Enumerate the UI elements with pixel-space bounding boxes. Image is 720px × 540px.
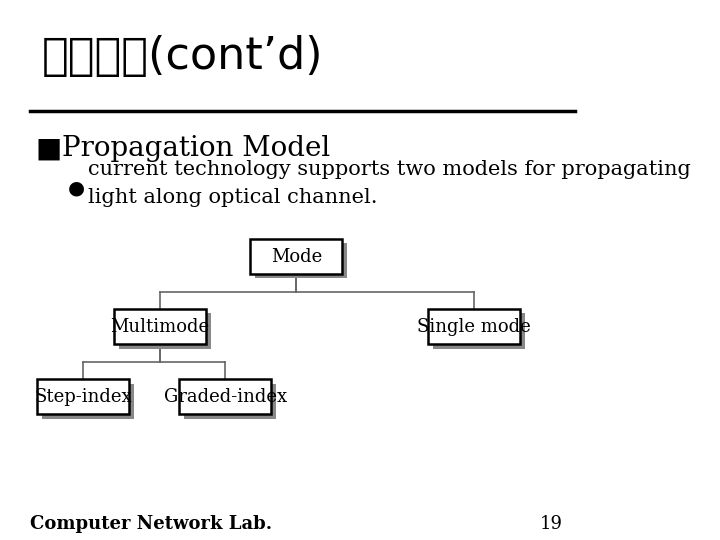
Text: Computer Network Lab.: Computer Network Lab. [30,515,271,533]
Text: 유도매체(cont’d): 유도매체(cont’d) [42,35,323,78]
FancyBboxPatch shape [184,383,276,419]
FancyBboxPatch shape [114,309,206,345]
FancyBboxPatch shape [179,379,271,415]
Text: Propagation Model: Propagation Model [62,135,330,162]
Text: ●: ● [68,178,85,198]
Text: 19: 19 [540,515,563,533]
Text: ■: ■ [35,134,62,163]
Text: Step-index: Step-index [34,388,132,406]
Text: Multimode: Multimode [110,318,210,336]
FancyBboxPatch shape [42,383,134,419]
Text: Mode: Mode [271,247,322,266]
FancyBboxPatch shape [255,243,347,279]
Text: Single mode: Single mode [418,318,531,336]
Text: Graded-index: Graded-index [163,388,287,406]
FancyBboxPatch shape [433,313,525,349]
FancyBboxPatch shape [251,239,342,274]
FancyBboxPatch shape [37,379,129,415]
FancyBboxPatch shape [428,309,520,345]
FancyBboxPatch shape [119,313,211,349]
Text: current technology supports two models for propagating
light along optical chann: current technology supports two models f… [88,160,690,207]
